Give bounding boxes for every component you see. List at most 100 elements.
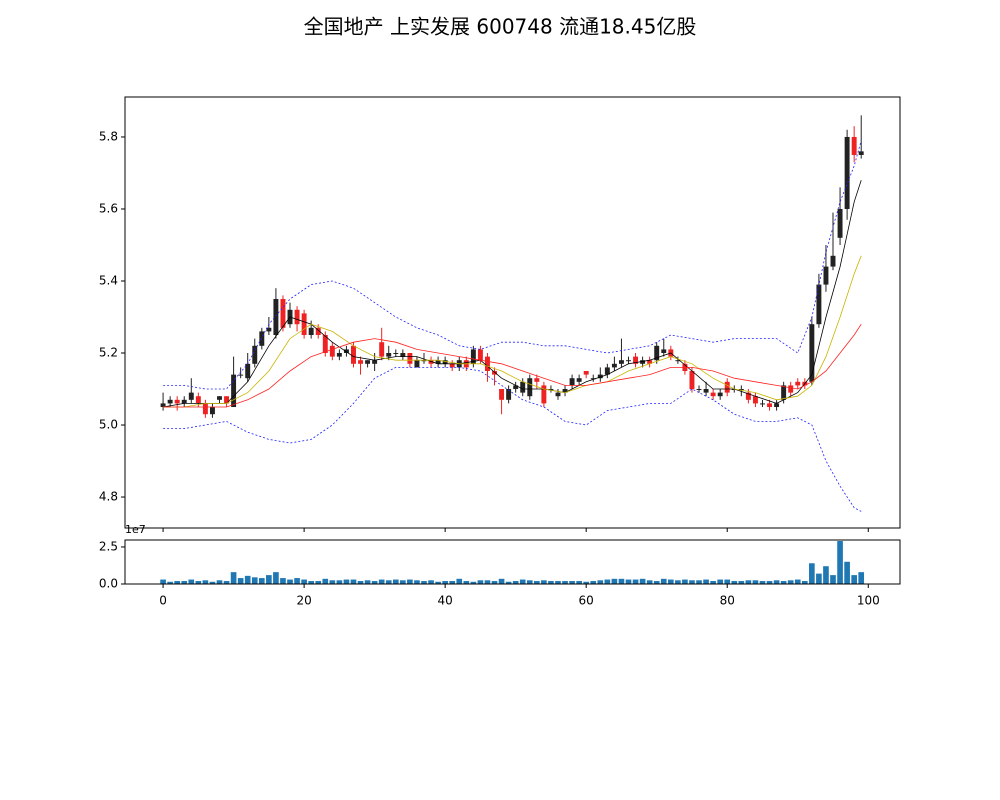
candle-body	[781, 385, 787, 400]
volume-bar	[456, 578, 463, 584]
volume-bar	[667, 579, 674, 584]
volume-bar	[223, 581, 230, 584]
candle-body	[513, 385, 519, 390]
candle-body	[555, 392, 561, 397]
candle-body	[372, 360, 378, 364]
candle-body	[188, 392, 194, 400]
volume-bar	[435, 581, 441, 584]
candle-body	[520, 381, 526, 393]
volume-bar	[244, 575, 251, 584]
candle-body	[315, 327, 321, 336]
volume-bar	[350, 579, 357, 584]
candle-body	[717, 392, 723, 397]
candle-body	[280, 298, 286, 328]
candle-body	[675, 360, 681, 362]
volume-bar	[188, 579, 195, 584]
candle-body	[696, 389, 702, 391]
axes-frame	[124, 96, 901, 529]
volume-bar	[682, 579, 688, 584]
volume-bar	[766, 581, 773, 584]
candle-body	[259, 331, 265, 346]
candle-body	[823, 266, 829, 285]
volume-bar	[385, 580, 392, 584]
candle-body	[202, 403, 208, 415]
volume-bar	[322, 578, 329, 584]
volume-bar	[315, 581, 322, 584]
volume-bar	[407, 579, 413, 584]
volume-bar	[731, 581, 738, 584]
volume-bar	[343, 579, 350, 584]
volume-bar	[167, 581, 173, 584]
candle-body	[527, 378, 533, 397]
candle-body	[379, 342, 385, 357]
volume-bar	[555, 581, 561, 584]
candle-body	[760, 403, 765, 405]
candle-body	[626, 360, 631, 362]
volume-bar	[710, 581, 716, 584]
volume-bar	[470, 581, 477, 584]
candle-body	[788, 385, 794, 393]
volume-bar	[858, 572, 865, 584]
candle-body	[266, 327, 272, 332]
candle-body	[294, 309, 300, 325]
candle-body	[767, 403, 773, 408]
candle-body	[640, 360, 646, 364]
candle-body	[477, 349, 483, 361]
indicator-line	[163, 367, 862, 512]
volume-bar	[646, 580, 653, 584]
volume-bar	[477, 580, 484, 584]
volume-bar	[816, 573, 822, 584]
candle-body	[710, 392, 716, 397]
candle-body	[611, 363, 617, 368]
volume-bar	[844, 561, 850, 584]
volume-bar	[308, 581, 314, 584]
candle-body	[647, 360, 653, 364]
volume-bar	[604, 579, 611, 584]
volume-bar	[498, 578, 505, 584]
volume-bar	[484, 580, 491, 584]
candle-body	[301, 313, 307, 336]
volume-bar	[421, 581, 427, 584]
y-tick-label: 2.5	[99, 539, 118, 553]
y-tick-label: 5.4	[99, 273, 118, 287]
volume-bar	[618, 578, 625, 584]
volume-bar	[414, 580, 420, 584]
y-tick-label: 4.8	[99, 490, 118, 504]
axes-frame	[124, 539, 901, 585]
volume-bar	[251, 577, 258, 584]
volume-bar	[632, 579, 639, 584]
volume-bar	[696, 580, 702, 584]
candle-body	[351, 345, 356, 364]
volume-bar	[280, 578, 286, 584]
candle-body	[421, 360, 427, 362]
candle-body	[174, 399, 180, 404]
x-tick-label: 0	[159, 594, 167, 608]
candle-body	[231, 374, 237, 408]
candle-body	[181, 399, 187, 404]
candle-body	[470, 349, 476, 364]
candle-body	[209, 407, 215, 415]
volume-bar	[611, 578, 618, 584]
candle-body	[844, 136, 850, 209]
volume-bar	[237, 578, 244, 584]
candle-body	[435, 360, 441, 364]
volume-bar	[491, 581, 498, 584]
volume-bar	[717, 579, 723, 584]
volume-bar	[294, 578, 300, 584]
candle-body	[400, 353, 406, 357]
candle-body	[534, 378, 540, 382]
candle-body	[336, 353, 342, 357]
candle-body	[590, 378, 596, 380]
indicator-line	[163, 255, 862, 408]
candle-body	[217, 396, 222, 400]
candle-body	[442, 360, 448, 364]
volume-bar	[773, 580, 780, 584]
volume-bar	[336, 580, 343, 584]
candle-body	[245, 363, 251, 379]
volume-bar	[745, 580, 752, 584]
volume-bar	[216, 580, 223, 584]
x-tick-label: 80	[720, 594, 735, 608]
candle-body	[858, 151, 864, 155]
volume-bar	[639, 578, 646, 584]
candle-body	[816, 284, 822, 325]
